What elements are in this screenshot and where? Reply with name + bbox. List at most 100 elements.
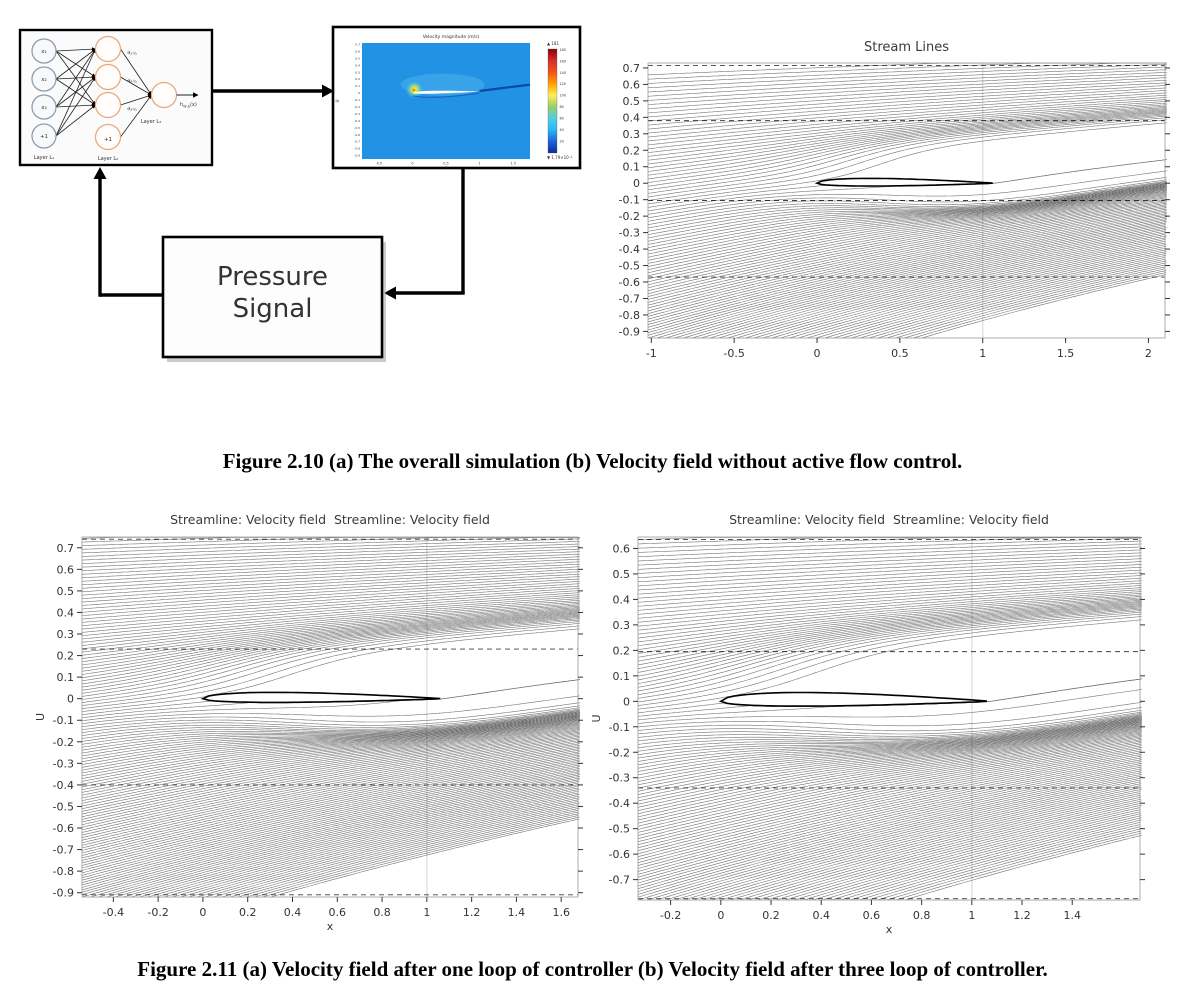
x-tick-label: 0.4 (284, 906, 302, 919)
nn-input-layer-label: Layer L₁ (34, 155, 54, 161)
y-tick-label: -0.1 (619, 194, 640, 207)
y-tick-label: -0.5 (354, 126, 360, 130)
x-tick-label: 0.6 (329, 906, 347, 919)
y-tick-label: -0.4 (354, 119, 360, 123)
streamlines-plot-three-loops: -0.2 0 0.2 0.4 0.6 0.8 1 1.2 1.4 0.6 0.5 0.4 0.3 0.2 0… (590, 536, 1145, 936)
streamlines-group (647, 62, 1167, 339)
y-tick-label: -0.5 (609, 823, 630, 836)
nn-input-node (31, 38, 57, 64)
y-tick-label: -0.2 (354, 105, 360, 109)
colorbar-tick-label: 60 (560, 117, 564, 121)
y-tick-label: 0.2 (355, 77, 360, 81)
nn-hidden-layer: a₁⁽²⁾ a₂⁽²⁾ a₃⁽²⁾ +1 Layer L₂ (94, 35, 137, 162)
colorbar (547, 48, 558, 154)
nn-input-node-label: x₃ (41, 105, 46, 111)
streamlines-plot-one-loop: -0.4 -0.2 0 0.2 0.4 0.6 0.8 1 1.2 1.4 1.6 0.7 0.6 0.5… (34, 536, 583, 933)
y-tick-label: 0.4 (613, 593, 631, 606)
x-tick-label: -0.4 (103, 906, 124, 919)
arrowhead-right (322, 84, 334, 98)
y-tick-label: -0.3 (354, 112, 360, 116)
x-tick-label: 0.2 (762, 909, 780, 922)
nn-input-layer: x₁ x₂ x₃ +1 Layer L₁ (31, 38, 57, 161)
velocity-field-area (362, 43, 530, 159)
y-tick-label: -0.1 (609, 721, 630, 734)
y-tick-label: 0.5 (613, 568, 631, 581)
x-tick-label: 0 (199, 906, 206, 919)
x-tick-label: -0.2 (660, 909, 681, 922)
nn-hidden-node (94, 91, 122, 119)
x-tick-label: 1.2 (1013, 909, 1031, 922)
y-tick-label: 0 (67, 693, 74, 706)
colorbar-min-label: ▼ 1.79×10⁻⁴ (547, 155, 573, 160)
y-tick-label: -0.2 (619, 210, 640, 223)
nn-input-node-label: x₂ (41, 77, 46, 83)
pressure-box-line2: Signal (233, 294, 313, 324)
y-tick-label: -0.4 (53, 779, 74, 792)
x-tick-label: 0 (814, 347, 821, 360)
nn-edges (55, 47, 152, 138)
y-tick-label: 0.5 (57, 585, 75, 598)
colorbar-tick-label: 120 (560, 82, 566, 86)
x-tick-label: 0.2 (239, 906, 257, 919)
y-tick-label: 0.4 (623, 111, 641, 124)
x-tick-label: -0.2 (147, 906, 168, 919)
y-tick-label: -0.6 (53, 822, 74, 835)
overall-simulation-diagram: x₁ x₂ x₃ +1 Layer L₁ a₁⁽²⁾ a₂⁽²⁾ a₃⁽²⁾ +1 Layer L… (18, 25, 582, 362)
y-axis-label: U (335, 99, 340, 102)
y-tick-label: -0.5 (619, 260, 640, 273)
x-tick-label: 2 (1145, 347, 1152, 360)
y-tick-label: 0.1 (57, 671, 75, 684)
y-tick-label: -0.8 (354, 147, 360, 151)
y-tick-label: -0.9 (53, 887, 74, 900)
colorbar-tick-label: 80 (560, 105, 564, 109)
y-tick-label: 0.3 (613, 619, 631, 632)
lower-shear-streak (412, 92, 480, 98)
x-tick-label: -0.5 (723, 347, 744, 360)
x-tick-label: 0 (411, 162, 413, 166)
airfoil-shape (814, 177, 993, 187)
y-tick-label: 0.6 (355, 49, 360, 53)
y-tick-label: 0.3 (355, 70, 360, 74)
y-tick-label: 0.4 (355, 63, 360, 67)
y-tick-label: -0.7 (53, 844, 74, 857)
y-tick-label: -0.4 (609, 797, 630, 810)
y-tick-label: 0.2 (613, 644, 631, 657)
plot-frame (637, 536, 1141, 901)
y-tick-label: 0.3 (623, 128, 641, 141)
colorbar-tick-label: 20 (560, 140, 564, 144)
x-axis-label: x (886, 923, 893, 936)
y-tick-label: -0.7 (354, 140, 360, 144)
y-tick-label: -0.1 (53, 714, 74, 727)
y-tick-label: 0.5 (623, 95, 641, 108)
nn-hidden-node (94, 63, 122, 91)
colorbar-tick-label: 160 (560, 59, 566, 63)
y-tick-label: -0.7 (609, 874, 630, 887)
streamlines-group (81, 536, 580, 898)
y-tick-label: 0.2 (57, 650, 75, 663)
nn-output-node (150, 81, 178, 109)
y-tick-label: -0.6 (354, 133, 360, 137)
x-tick-label: 0.5 (443, 162, 448, 166)
x-tick-label: 1 (979, 347, 986, 360)
one-loop-plot-title: Streamline: Velocity field Streamline: V… (170, 512, 490, 527)
nn-activation-label: a₃⁽²⁾ (126, 105, 137, 114)
y-tick-label: 0.7 (57, 542, 75, 555)
y-tick-label: 0.2 (623, 144, 641, 157)
y-tick-label: -0.7 (619, 292, 640, 305)
axis-ticks: -0.2 0 0.2 0.4 0.6 0.8 1 1.2 1.4 0.6 0.5 0.4 0.3 0.2 0… (609, 542, 1145, 922)
x-tick-label: -1 (646, 347, 657, 360)
x-tick-label: 1.5 (1057, 347, 1075, 360)
velocity-plot-title: Velocity magnitude (m/s) (423, 34, 480, 40)
y-tick-label: -0.4 (619, 243, 640, 256)
x-tick-label: 0.8 (913, 909, 931, 922)
y-tick-label: 0.4 (57, 606, 75, 619)
y-tick-label: -0.1 (354, 98, 360, 102)
x-tick-label: 1.4 (508, 906, 526, 919)
nn-activation-label: a₂⁽²⁾ (126, 77, 137, 86)
x-tick-label: 1.5 (510, 162, 515, 166)
x-tick-label: 1 (423, 906, 430, 919)
colorbar-tick-label: 100 (560, 94, 566, 98)
x-tick-label: 1.6 (552, 906, 570, 919)
y-axis-label: U (34, 713, 47, 721)
y-tick-label: 0.6 (623, 78, 641, 91)
